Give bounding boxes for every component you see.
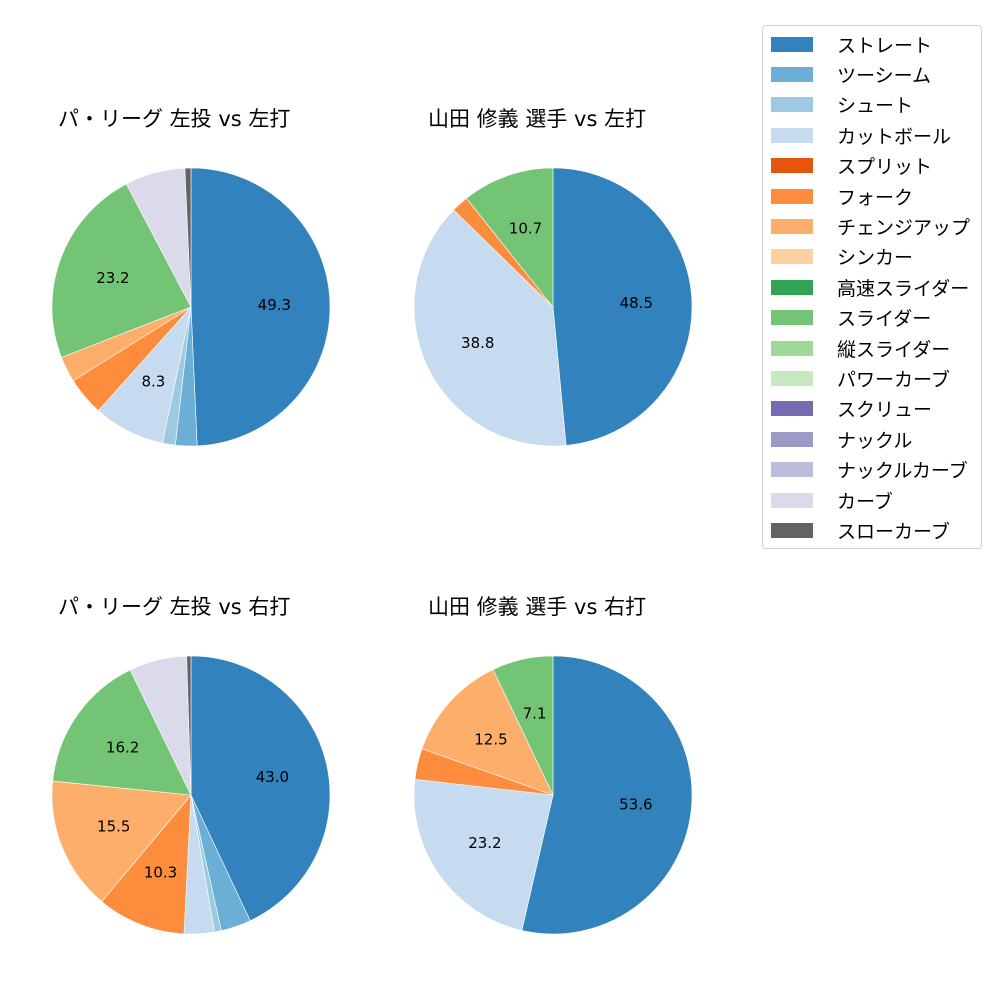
legend-label: シュート [837,95,914,118]
chart-title: 山田 修義 選手 vs 右打 [428,595,647,619]
pie-slice [184,167,192,308]
legend-label: スローカーブ [837,520,950,543]
pie-slice [51,780,192,902]
legend-item: カーブ [771,490,893,513]
slice-value-label: 23.2 [96,269,129,287]
pie-slice [552,167,693,446]
slice-value-label: 23.2 [468,834,501,852]
legend-swatch [771,401,813,417]
pie-slice [190,655,331,922]
legend-swatch [771,279,813,295]
pie-slice [52,669,192,796]
legend-item: スライダー [771,308,931,330]
slice-value-label: 10.3 [144,864,177,882]
slice-value-label: 7.1 [523,705,547,723]
legend-item: カットボール [771,125,951,148]
legend-swatch [771,310,813,326]
pie-slice [521,655,693,935]
legend-swatch [771,127,813,143]
legend-item: スプリット [771,156,932,178]
legend-swatch [771,36,813,52]
legend-swatch [771,340,813,356]
legend-item: スローカーブ [771,520,950,543]
legend-item: ナックル [771,429,912,452]
pie-slice [190,167,331,447]
chart-title: 山田 修義 選手 vs 左打 [428,107,647,131]
legend-label: 高速スライダー [837,277,970,300]
legend-item: ストレート [771,34,932,57]
chart-title: パ・リーグ 左投 vs 左打 [58,107,291,131]
legend-swatch [771,188,813,204]
legend-item: 高速スライダー [771,277,969,300]
slice-value-label: 38.8 [461,334,494,352]
legend-swatch [771,462,813,478]
legend-item: フォーク [771,186,913,209]
slice-value-label: 43.0 [256,768,289,786]
pie-slice [186,655,192,796]
legend-label: 縦スライダー [837,338,951,361]
pie-slice [466,167,554,308]
legend-swatch [771,522,813,538]
legend-swatch [771,66,813,82]
pie-slice [421,669,554,796]
legend-label: シンカー [837,247,914,270]
legend-swatch [771,218,813,234]
legend-label: スプリット [837,156,933,179]
chart-title: パ・リーグ 左投 vs 右打 [58,595,291,619]
slice-value-label: 49.3 [258,296,291,314]
legend-label: ストレート [837,34,933,57]
legend-item: ナックルカーブ [771,460,968,482]
legend-item: シュート [771,95,913,117]
slice-value-label: 16.2 [106,738,139,756]
slice-value-label: 48.5 [620,294,653,312]
slice-value-label: 15.5 [97,817,130,835]
legend-swatch [771,158,813,174]
pie-slice [51,183,192,358]
legend-label: スクリュー [837,399,933,422]
legend-swatch [771,431,813,447]
legend-label: カットボール [837,125,952,148]
legend: ストレートツーシームシュートカットボール スプリットフォークチェンジアップ シンカー… [762,25,982,549]
legend-item: 縦スライダー [771,338,950,361]
legend-swatch [771,97,813,113]
slice-value-label: 10.7 [509,219,542,237]
legend-label: ツーシーム [837,64,932,87]
pie-slice [413,778,554,931]
pie-slice [492,655,554,796]
pie-slice [413,209,567,447]
legend-item: シンカー [771,247,913,269]
legend-label: チェンジアップ [837,216,971,239]
pie-slice [101,794,192,935]
slice-value-label: 53.6 [619,795,652,813]
legend-label: スライダー [837,308,932,331]
legend-item: パワーカーブ [771,368,950,391]
legend-item: ツーシーム [771,64,931,87]
legend-label: ナックル [837,429,913,452]
legend-label: パワーカーブ [837,368,950,391]
legend-swatch [771,249,813,265]
legend-label: ナックルカーブ [837,460,968,483]
slice-value-label: 8.3 [141,372,165,390]
legend-item: チェンジアップ [771,216,970,239]
legend-swatch [771,492,813,508]
legend-label: カーブ [837,490,893,513]
legend-label: フォーク [837,186,914,209]
legend-item: スクリュー [771,399,932,421]
slice-value-label: 12.5 [474,730,507,748]
legend-swatch [771,370,813,386]
